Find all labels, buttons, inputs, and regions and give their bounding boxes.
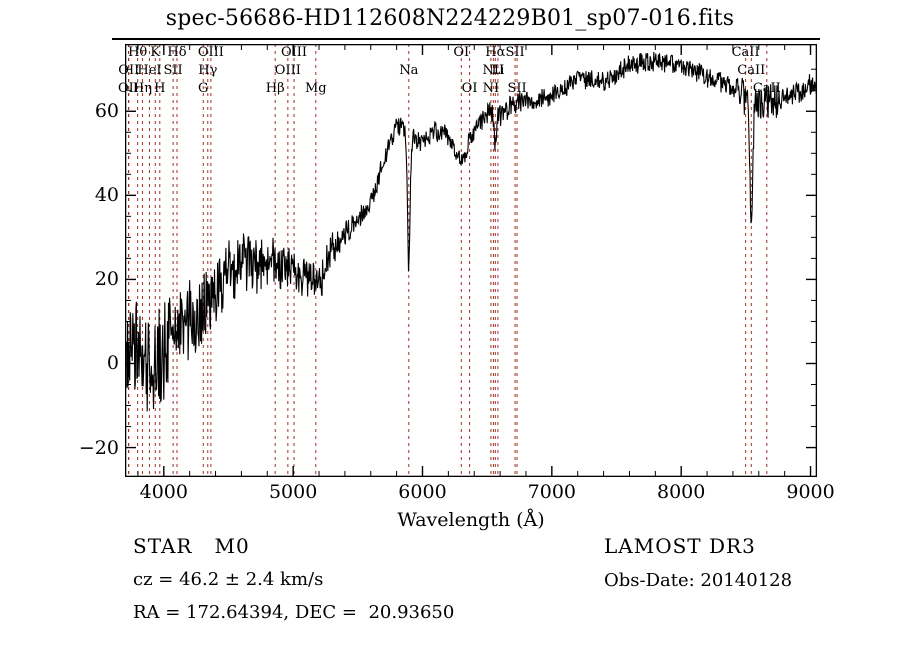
y-axis-ticks: −20 0 20 40 60 (55, 44, 119, 477)
y-tick-label: 20 (94, 268, 119, 291)
x-tick-label: 8000 (656, 481, 706, 503)
spectrum-trace (125, 51, 817, 412)
x-axis-ticks: 4000 5000 6000 7000 8000 9000 (125, 481, 835, 509)
x-tick-label: 5000 (268, 481, 318, 503)
x-tick-label: 9000 (786, 481, 835, 503)
coordinates-text: RA = 172.64394, DEC = 20.93650 (133, 602, 455, 623)
plot-area (125, 44, 817, 477)
y-tick-label: 60 (94, 100, 119, 123)
x-tick-label: 7000 (527, 481, 577, 503)
axis-frame (125, 44, 817, 477)
x-tick-label: 6000 (398, 481, 447, 503)
redshift-velocity-text: cz = 46.2 ± 2.4 km/s (133, 569, 324, 590)
spectrum-svg (125, 44, 817, 477)
object-class-text: STAR M0 (133, 534, 250, 558)
observation-date-text: Obs-Date: 20140128 (604, 570, 793, 591)
x-tick-label: 4000 (139, 481, 188, 503)
y-tick-label: 0 (106, 352, 119, 375)
y-tick-label: −20 (78, 436, 119, 459)
x-axis-label: Wavelength (Å) (397, 509, 545, 531)
page-title: spec-56686-HD112608N224229B01_sp07-016.f… (165, 6, 735, 31)
y-tick-label: 40 (94, 184, 119, 207)
survey-name-text: LAMOST DR3 (604, 534, 756, 558)
title-underline (112, 38, 820, 40)
